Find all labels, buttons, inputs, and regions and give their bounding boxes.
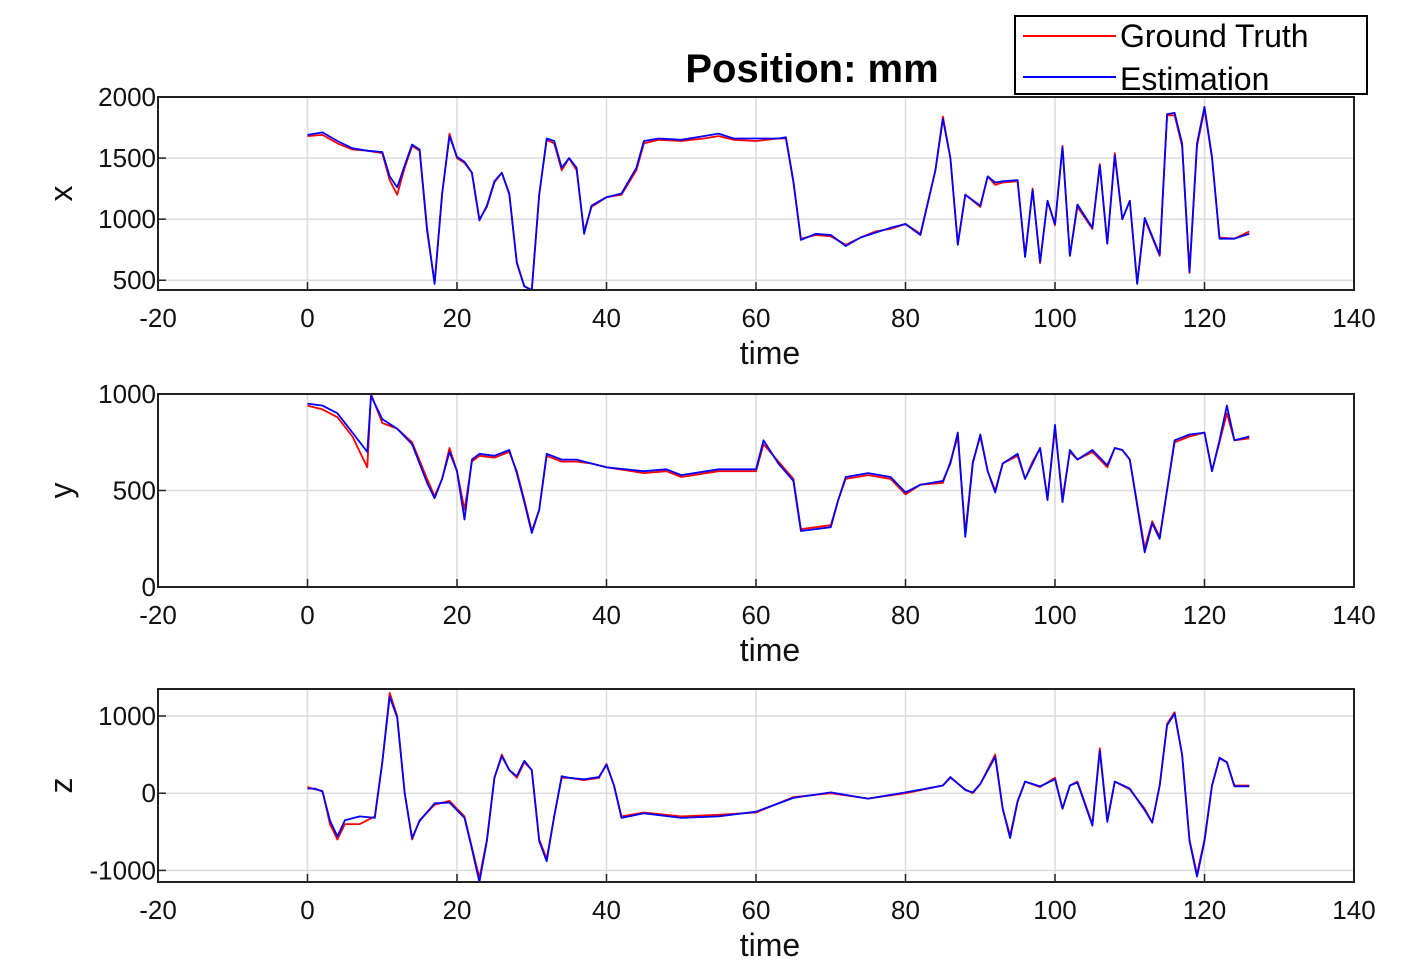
legend: Ground Truth Estimation [1014, 15, 1368, 97]
x-axis-label: time [740, 335, 800, 371]
z-position-panel: -20 0 20 40 60 80 100 120 140 -1000 0 1000 time z [43, 688, 1376, 963]
x-axis-label: time [740, 632, 800, 668]
x-tick-label: -20 [139, 895, 177, 925]
chart-title: Position: mm [685, 47, 938, 91]
x-tick-label: 40 [592, 303, 621, 333]
x-tick-label: 0 [300, 303, 314, 333]
legend-box [1014, 15, 1368, 95]
x-tick-label: 0 [300, 600, 314, 630]
x-tick-label: 120 [1183, 303, 1226, 333]
y-tick-label: 0 [142, 778, 156, 808]
y-tick-label: 1000 [98, 204, 156, 234]
x-tick-label: 140 [1332, 303, 1375, 333]
x-tick-label: -20 [139, 600, 177, 630]
x-position-panel: -20 0 20 40 60 80 100 120 140 500 1000 1500 2000 time… [43, 82, 1376, 371]
y-tick-label: -1000 [90, 855, 157, 885]
x-tick-label: 80 [891, 303, 920, 333]
y-tick-label: 0 [142, 572, 156, 602]
x-tick-label: 120 [1183, 600, 1226, 630]
y-tick-label: 2000 [98, 82, 156, 112]
x-tick-label: -20 [139, 303, 177, 333]
x-tick-label: 20 [443, 895, 472, 925]
y-tick-label: 500 [113, 476, 156, 506]
x-tick-label: 120 [1183, 895, 1226, 925]
x-tick-label: 20 [443, 303, 472, 333]
x-tick-label: 140 [1332, 895, 1375, 925]
x-tick-label: 40 [592, 600, 621, 630]
x-tick-label: 100 [1033, 895, 1076, 925]
y-tick-label: 1000 [98, 701, 156, 731]
y-axis-label: y [43, 483, 79, 499]
series-line-estimation [307, 105, 1250, 291]
x-tick-label: 60 [742, 895, 771, 925]
y-axis-label: x [43, 186, 79, 202]
x-tick-label: 100 [1033, 303, 1076, 333]
x-tick-label: 60 [742, 303, 771, 333]
x-tick-label: 80 [891, 895, 920, 925]
series-line-estimation [307, 395, 1250, 554]
x-tick-label: 20 [443, 600, 472, 630]
y-tick-label: 500 [113, 265, 156, 295]
y-tick-label: 1500 [98, 143, 156, 173]
x-tick-label: 80 [891, 600, 920, 630]
x-tick-label: 140 [1332, 600, 1375, 630]
legend-estimation-label: Estimation [1120, 61, 1269, 97]
legend-ground-truth-label: Ground Truth [1120, 18, 1309, 54]
x-tick-label: 100 [1033, 600, 1076, 630]
x-tick-label: 40 [592, 895, 621, 925]
series-line-estimation [307, 695, 1250, 883]
y-tick-label: 1000 [98, 379, 156, 409]
x-axis-label: time [740, 927, 800, 963]
x-tick-label: 0 [300, 895, 314, 925]
x-tick-label: 60 [742, 600, 771, 630]
y-axis-label: z [43, 778, 79, 794]
